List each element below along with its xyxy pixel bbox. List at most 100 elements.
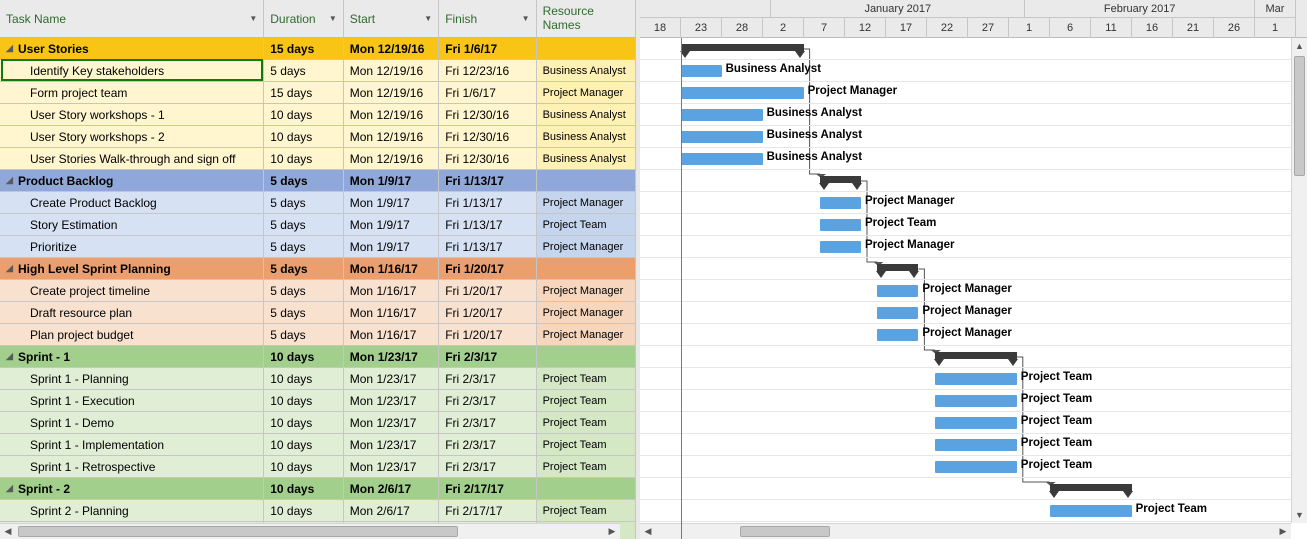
summary-bar[interactable]	[820, 176, 861, 183]
summary-bar[interactable]	[877, 264, 918, 271]
task-bar[interactable]	[935, 417, 1017, 429]
start-cell[interactable]: Mon 1/23/17	[344, 346, 439, 367]
summary-row[interactable]: ◢User Stories15 daysMon 12/19/16Fri 1/6/…	[0, 38, 636, 60]
task-bar[interactable]	[681, 131, 763, 143]
col-header-resource[interactable]: Resource Names	[537, 0, 636, 37]
task-name-cell[interactable]: User Story workshops - 1	[0, 104, 264, 125]
summary-bar[interactable]	[935, 352, 1017, 359]
task-name-cell[interactable]: Sprint 1 - Planning	[0, 368, 264, 389]
task-row[interactable]: Sprint 1 - Execution10 daysMon 1/23/17Fr…	[0, 390, 636, 412]
scroll-down-icon[interactable]: ▼	[1292, 507, 1307, 523]
resource-cell[interactable]: Business Analyst	[537, 126, 636, 147]
start-cell[interactable]: Mon 1/23/17	[344, 412, 439, 433]
duration-cell[interactable]: 10 days	[264, 368, 344, 389]
task-row[interactable]: Sprint 1 - Implementation10 daysMon 1/23…	[0, 434, 636, 456]
resource-cell[interactable]	[537, 38, 636, 59]
resource-cell[interactable]: Project Manager	[537, 280, 636, 301]
resource-cell[interactable]: Project Team	[537, 412, 636, 433]
task-row[interactable]: Sprint 2 - Planning10 daysMon 2/6/17Fri …	[0, 500, 636, 522]
task-name-cell[interactable]: ◢Product Backlog	[0, 170, 264, 191]
summary-bar[interactable]	[681, 44, 804, 51]
duration-cell[interactable]: 5 days	[264, 236, 344, 257]
duration-cell[interactable]: 10 days	[264, 126, 344, 147]
task-name-cell[interactable]: Sprint 1 - Implementation	[0, 434, 264, 455]
duration-cell[interactable]: 5 days	[264, 280, 344, 301]
finish-cell[interactable]: Fri 12/23/16	[439, 60, 536, 81]
chevron-down-icon[interactable]: ▼	[325, 14, 337, 23]
finish-cell[interactable]: Fri 2/3/17	[439, 434, 536, 455]
resource-cell[interactable]: Project Manager	[537, 192, 636, 213]
duration-cell[interactable]: 10 days	[264, 500, 344, 521]
start-cell[interactable]: Mon 1/23/17	[344, 434, 439, 455]
task-bar[interactable]	[820, 241, 861, 253]
finish-cell[interactable]: Fri 2/3/17	[439, 456, 536, 477]
finish-cell[interactable]: Fri 1/13/17	[439, 214, 536, 235]
start-cell[interactable]: Mon 12/19/16	[344, 126, 439, 147]
col-header-finish[interactable]: Finish ▼	[439, 0, 536, 37]
duration-cell[interactable]: 10 days	[264, 478, 344, 499]
resource-cell[interactable]: Project Team	[537, 456, 636, 477]
resource-cell[interactable]: Project Team	[537, 214, 636, 235]
summary-row[interactable]: ◢High Level Sprint Planning5 daysMon 1/1…	[0, 258, 636, 280]
resource-cell[interactable]	[537, 478, 636, 499]
col-header-task[interactable]: Task Name ▼	[0, 0, 264, 37]
task-row[interactable]: Plan project budget5 daysMon 1/16/17Fri …	[0, 324, 636, 346]
task-name-cell[interactable]: ◢High Level Sprint Planning	[0, 258, 264, 279]
duration-cell[interactable]: 10 days	[264, 390, 344, 411]
collapse-icon[interactable]: ◢	[6, 483, 16, 494]
scroll-left-icon[interactable]: ◀	[0, 524, 16, 539]
scroll-thumb[interactable]	[740, 526, 830, 537]
summary-row[interactable]: ◢Product Backlog5 daysMon 1/9/17Fri 1/13…	[0, 170, 636, 192]
start-cell[interactable]: Mon 12/19/16	[344, 104, 439, 125]
col-header-duration[interactable]: Duration ▼	[264, 0, 344, 37]
task-row[interactable]: Create Product Backlog5 daysMon 1/9/17Fr…	[0, 192, 636, 214]
chevron-down-icon[interactable]: ▼	[245, 14, 257, 23]
duration-cell[interactable]: 5 days	[264, 302, 344, 323]
scroll-right-icon[interactable]: ▶	[1275, 524, 1291, 539]
start-cell[interactable]: Mon 2/6/17	[344, 500, 439, 521]
finish-cell[interactable]: Fri 2/3/17	[439, 346, 536, 367]
resource-cell[interactable]: Project Team	[537, 390, 636, 411]
task-name-cell[interactable]: Form project team	[0, 82, 264, 103]
task-bar[interactable]	[877, 329, 918, 341]
task-row[interactable]: Sprint 1 - Retrospective10 daysMon 1/23/…	[0, 456, 636, 478]
chevron-down-icon[interactable]: ▼	[518, 14, 530, 23]
finish-cell[interactable]: Fri 1/13/17	[439, 236, 536, 257]
finish-cell[interactable]: Fri 1/6/17	[439, 82, 536, 103]
task-bar[interactable]	[820, 197, 861, 209]
finish-cell[interactable]: Fri 1/6/17	[439, 38, 536, 59]
task-bar[interactable]	[935, 439, 1017, 451]
resource-cell[interactable]	[537, 170, 636, 191]
task-name-cell[interactable]: Sprint 1 - Retrospective	[0, 456, 264, 477]
finish-cell[interactable]: Fri 1/20/17	[439, 324, 536, 345]
finish-cell[interactable]: Fri 1/20/17	[439, 258, 536, 279]
resource-cell[interactable]: Project Manager	[537, 324, 636, 345]
resource-cell[interactable]: Project Team	[537, 500, 636, 521]
task-name-cell[interactable]: Story Estimation	[0, 214, 264, 235]
task-row[interactable]: Draft resource plan5 daysMon 1/16/17Fri …	[0, 302, 636, 324]
task-row[interactable]: Sprint 1 - Planning10 daysMon 1/23/17Fri…	[0, 368, 636, 390]
col-header-start[interactable]: Start ▼	[344, 0, 439, 37]
finish-cell[interactable]: Fri 2/17/17	[439, 500, 536, 521]
duration-cell[interactable]: 10 days	[264, 456, 344, 477]
task-bar[interactable]	[681, 109, 763, 121]
task-row[interactable]: Form project team15 daysMon 12/19/16Fri …	[0, 82, 636, 104]
finish-cell[interactable]: Fri 2/17/17	[439, 478, 536, 499]
scroll-left-icon[interactable]: ◀	[640, 524, 656, 539]
summary-bar[interactable]	[1050, 484, 1132, 491]
task-row[interactable]: User Story workshops - 110 daysMon 12/19…	[0, 104, 636, 126]
resource-cell[interactable]	[537, 258, 636, 279]
task-name-cell[interactable]: ◢User Stories	[0, 38, 264, 59]
start-cell[interactable]: Mon 1/23/17	[344, 368, 439, 389]
resource-cell[interactable]: Project Team	[537, 368, 636, 389]
duration-cell[interactable]: 5 days	[264, 192, 344, 213]
start-cell[interactable]: Mon 1/9/17	[344, 170, 439, 191]
task-name-cell[interactable]: Prioritize	[0, 236, 264, 257]
collapse-icon[interactable]: ◢	[6, 43, 16, 54]
task-name-cell[interactable]: Sprint 1 - Execution	[0, 390, 264, 411]
resource-cell[interactable]: Business Analyst	[537, 148, 636, 169]
start-cell[interactable]: Mon 12/19/16	[344, 148, 439, 169]
finish-cell[interactable]: Fri 1/13/17	[439, 192, 536, 213]
duration-cell[interactable]: 10 days	[264, 148, 344, 169]
task-bar[interactable]	[935, 461, 1017, 473]
